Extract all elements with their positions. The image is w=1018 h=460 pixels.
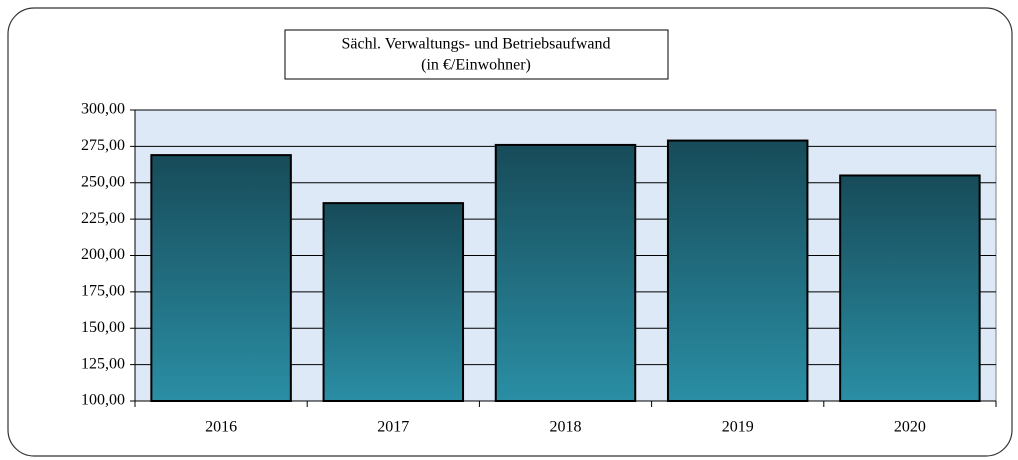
y-tick-label: 225,00: [81, 210, 125, 227]
y-tick-label: 300,00: [81, 101, 125, 118]
y-tick-label: 100,00: [81, 392, 125, 409]
chart-title: Sächl. Verwaltungs- und Betriebsaufwand: [342, 36, 611, 53]
y-tick-label: 275,00: [81, 137, 125, 154]
x-tick-label: 2020: [894, 419, 926, 436]
bar: [322, 202, 465, 402]
x-tick-label: 2018: [550, 419, 582, 436]
x-tick-label: 2016: [205, 419, 237, 436]
bar: [150, 154, 292, 402]
y-tick-label: 250,00: [81, 173, 125, 190]
chart-subtitle: (in €/Einwohner): [421, 57, 531, 74]
y-tick-label: 150,00: [81, 319, 125, 336]
title-box: [284, 29, 669, 80]
y-tick-label: 200,00: [81, 246, 125, 263]
x-tick-label: 2019: [722, 419, 754, 436]
bar: [666, 139, 809, 402]
y-tick-label: 125,00: [81, 355, 125, 372]
y-tick-label: 175,00: [81, 283, 125, 300]
bar: [494, 143, 637, 402]
x-tick-label: 2017: [377, 419, 409, 436]
bar: [839, 174, 981, 402]
